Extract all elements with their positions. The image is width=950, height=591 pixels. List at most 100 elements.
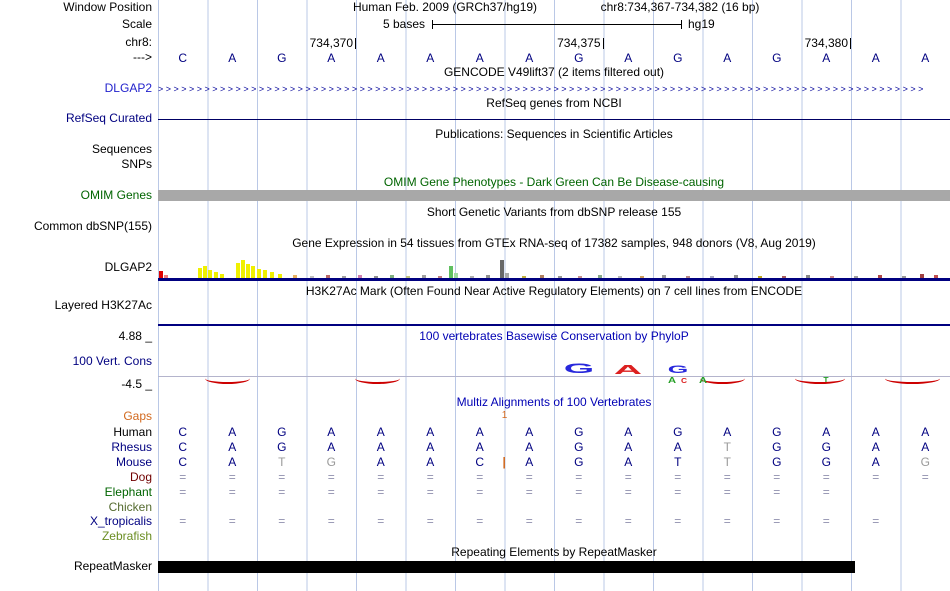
multiz-species-label-elephant[interactable]: Elephant <box>104 485 152 499</box>
gtex-tissue-bar <box>598 275 602 278</box>
multiz-base: G <box>673 425 683 439</box>
multiz-base: T <box>278 455 286 469</box>
multiz-base: A <box>228 440 237 454</box>
gtex-expression-track[interactable] <box>158 250 950 281</box>
gtex-tissue-bar <box>246 264 250 278</box>
snps-label[interactable]: SNPs <box>121 157 152 171</box>
phylop-logo-letter: G <box>563 360 595 376</box>
multiz-base: = <box>921 470 929 484</box>
gtex-tissue-bar <box>920 274 924 278</box>
multiz-base: = <box>228 485 236 499</box>
multiz-base: = <box>872 514 880 528</box>
sequences-label[interactable]: Sequences <box>91 142 152 156</box>
multiz-species-label-x_tropicalis[interactable]: X_tropicalis <box>89 514 152 528</box>
multiz-base: = <box>674 514 682 528</box>
gtex-tissue-bar <box>326 275 330 278</box>
multiz-base: G <box>277 425 287 439</box>
multiz-species-label-rhesus[interactable]: Rhesus <box>111 440 152 454</box>
multiz-base: A <box>723 425 732 439</box>
multiz-base: = <box>575 485 583 499</box>
h3k27ac-label[interactable]: Layered H3K27Ac <box>54 298 152 312</box>
gtex-gene-label[interactable]: DLGAP2 <box>104 260 152 274</box>
ruler-base: A <box>822 51 831 65</box>
strand-arrow-label: ---> <box>133 50 152 64</box>
multiz-gaps-label[interactable]: Gaps <box>123 409 152 423</box>
publications-track-title[interactable]: Publications: Sequences in Scientific Ar… <box>435 127 673 141</box>
phylop-logo-letter: A <box>613 362 643 377</box>
multiz-base: A <box>525 455 534 469</box>
multiz-species-label-chicken[interactable]: Chicken <box>108 500 152 514</box>
gtex-tissue-bar <box>164 275 168 278</box>
gtex-tissue-bar <box>438 276 442 278</box>
gtex-tissue-bar <box>878 275 882 278</box>
gtex-tissue-bar <box>270 272 274 278</box>
gtex-track-title[interactable]: Gene Expression in 54 tissues from GTEx … <box>292 236 816 250</box>
h3k27ac-track-title[interactable]: H3K27Ac Mark (Often Found Near Active Re… <box>305 284 803 298</box>
multiz-base: C <box>178 425 188 439</box>
multiz-base: = <box>525 514 533 528</box>
repeatmasker-element-bar[interactable] <box>158 561 855 573</box>
multiz-base: = <box>822 514 830 528</box>
refseq-curated-label[interactable]: RefSeq Curated <box>65 111 152 125</box>
gencode-gene-dlgap2[interactable]: >>>>>>>>>>>>>>>>>>>>>>>>>>>>>>>>>>>>>>>>… <box>158 84 926 94</box>
multiz-base: G <box>772 455 782 469</box>
gtex-tissue-bar <box>263 270 267 278</box>
multiz-species-label-dog[interactable]: Dog <box>129 470 152 484</box>
multiz-base: G <box>772 440 782 454</box>
multiz-base: T <box>723 455 731 469</box>
multiz-base: = <box>426 485 434 499</box>
refseq-track-title[interactable]: RefSeq genes from NCBI <box>486 96 622 110</box>
omim-track-title[interactable]: OMIM Gene Phenotypes - Dark Green Can Be… <box>383 175 725 189</box>
base-position-guides <box>158 0 950 591</box>
gtex-tissue-bar <box>710 276 714 278</box>
gtex-tissue-bar <box>686 276 690 278</box>
gencode-gene-label[interactable]: DLGAP2 <box>104 81 152 95</box>
ruler-tick <box>602 38 604 49</box>
multiz-base: = <box>773 470 781 484</box>
phylop-negative-arc <box>700 373 745 384</box>
omim-genes-label[interactable]: OMIM Genes <box>80 188 152 202</box>
multiz-base: = <box>476 470 484 484</box>
multiz-base: = <box>377 485 385 499</box>
multiz-base: G <box>574 455 584 469</box>
multiz-base: = <box>624 470 632 484</box>
gtex-tissue-bar <box>758 276 762 278</box>
multiz-species-label-mouse[interactable]: Mouse <box>115 455 152 469</box>
gtex-tissue-bar <box>220 274 224 278</box>
multiz-base: A <box>426 425 435 439</box>
phylop-zero-line <box>158 376 950 377</box>
multiz-base: G <box>920 455 930 469</box>
multiz-base: = <box>476 485 484 499</box>
gencode-track-title[interactable]: GENCODE V49lift37 (2 items filtered out) <box>443 65 665 79</box>
multiz-base: = <box>426 514 434 528</box>
multiz-base: A <box>376 440 385 454</box>
dbsnp-track-title[interactable]: Short Genetic Variants from dbSNP releas… <box>426 205 682 219</box>
gtex-tissue-bar <box>640 276 644 278</box>
multiz-base: A <box>327 425 336 439</box>
common-dbsnp-label[interactable]: Common dbSNP(155) <box>33 219 152 233</box>
gtex-tissue-bar <box>734 275 738 278</box>
multiz-species-label-zebrafish[interactable]: Zebrafish <box>101 529 152 543</box>
refseq-gene-line[interactable] <box>158 119 950 120</box>
omim-gene-bar[interactable] <box>158 190 950 201</box>
repeatmasker-label[interactable]: RepeatMasker <box>73 559 152 573</box>
phylop-track-title[interactable]: 100 vertebrates Basewise Conservation by… <box>419 329 689 343</box>
repeatmasker-track-title[interactable]: Repeating Elements by RepeatMasker <box>451 545 657 559</box>
gtex-tissue-bar <box>358 275 362 278</box>
gtex-tissue-bar <box>854 276 858 278</box>
gtex-tissue-bar <box>449 266 453 278</box>
multiz-base: = <box>822 470 830 484</box>
phylop-negative-arc <box>205 373 250 384</box>
ruler-base: A <box>376 51 385 65</box>
multiz-track-title[interactable]: Multiz Alignments of 100 Vertebrates <box>456 395 652 409</box>
multiz-base: A <box>871 440 880 454</box>
h3k27ac-baseline[interactable] <box>158 324 950 326</box>
gtex-tissue-bar <box>342 276 346 278</box>
ruler-base: A <box>723 51 732 65</box>
ruler-base: G <box>772 51 782 65</box>
vert-cons-label[interactable]: 100 Vert. Cons <box>72 354 152 368</box>
gtex-tissue-bar <box>293 275 297 278</box>
multiz-species-label-human[interactable]: Human <box>113 425 152 439</box>
multiz-base: C <box>178 440 188 454</box>
